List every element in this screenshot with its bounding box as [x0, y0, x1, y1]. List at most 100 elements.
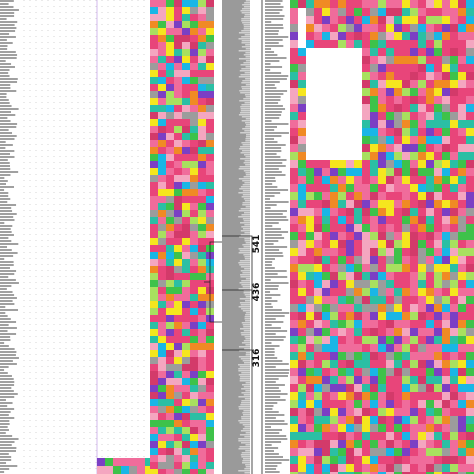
- residue-cell: [458, 344, 466, 352]
- residue-cell: [418, 88, 426, 96]
- residue-cell: [362, 416, 370, 424]
- residue-cell: [150, 63, 158, 70]
- residue-cell: [402, 96, 410, 104]
- residue-cell: [314, 416, 322, 424]
- bar: [0, 75, 10, 77]
- profile-notch: [244, 318, 250, 320]
- residue-cell: [206, 455, 214, 462]
- residue-cell: [166, 441, 174, 448]
- residue-cell: [166, 203, 174, 210]
- residue-cell: [182, 182, 190, 189]
- residue-cell: [458, 64, 466, 72]
- residue-cell: [298, 128, 306, 136]
- residue-cell: [306, 208, 314, 216]
- residue-cell: [190, 126, 198, 133]
- residue-cell: [426, 368, 434, 376]
- bar: [265, 300, 278, 302]
- residue-cell: [442, 336, 450, 344]
- residue-cell: [174, 245, 182, 252]
- residue-cell: [466, 56, 474, 64]
- residue-cell: [338, 280, 346, 288]
- bar: [265, 453, 279, 455]
- residue-cell: [458, 272, 466, 280]
- residue-cell: [150, 210, 158, 217]
- residue-cell: [354, 104, 362, 112]
- residue-cell: [314, 152, 322, 160]
- residue-cell: [370, 208, 378, 216]
- residue-cell: [362, 344, 370, 352]
- residue-cell: [386, 208, 394, 216]
- residue-cell: [370, 288, 378, 296]
- residue-cell: [198, 147, 206, 154]
- profile-notch: [242, 4, 250, 6]
- residue-cell: [182, 238, 190, 245]
- residue-cell: [150, 343, 158, 350]
- residue-cell: [174, 329, 182, 336]
- bar: [0, 66, 15, 68]
- residue-cell: [418, 152, 426, 160]
- residue-cell: [206, 112, 214, 119]
- residue-cell: [442, 288, 450, 296]
- residue-cell: [402, 384, 410, 392]
- residue-cell: [198, 455, 206, 462]
- residue-cell: [378, 144, 386, 152]
- residue-cell: [158, 217, 166, 224]
- residue-cell: [314, 400, 322, 408]
- bar: [265, 429, 283, 431]
- bar: [0, 420, 10, 422]
- residue-cell: [190, 161, 198, 168]
- residue-cell: [306, 152, 314, 160]
- residue-cell: [354, 456, 362, 464]
- residue-cell: [298, 192, 306, 200]
- residue-cell: [182, 469, 190, 474]
- residue-cell: [362, 448, 370, 456]
- profile-notch: [239, 434, 250, 436]
- residue-cell: [394, 336, 402, 344]
- residue-cell: [426, 464, 434, 472]
- residue-cell: [418, 168, 426, 176]
- profile-notch: [238, 420, 250, 422]
- bar: [0, 456, 12, 458]
- residue-cell: [386, 320, 394, 328]
- residue-cell: [418, 304, 426, 312]
- residue-cell: [338, 256, 346, 264]
- residue-cell: [298, 440, 306, 448]
- residue-cell: [394, 424, 402, 432]
- bar: [265, 213, 283, 215]
- residue-cell: [198, 161, 206, 168]
- residue-cell: [322, 80, 330, 88]
- residue-cell: [330, 168, 338, 176]
- residue-cell: [198, 168, 206, 175]
- residue-cell: [190, 301, 198, 308]
- bar: [0, 147, 6, 149]
- residue-cell: [418, 192, 426, 200]
- residue-cell: [198, 0, 206, 7]
- residue-cell: [362, 392, 370, 400]
- residue-cell: [442, 0, 450, 8]
- profile-notch: [243, 330, 250, 332]
- residue-cell: [314, 432, 322, 440]
- residue-cell: [426, 320, 434, 328]
- residue-cell: [190, 252, 198, 259]
- residue-cell: [206, 210, 214, 217]
- residue-cell: [182, 455, 190, 462]
- residue-cell: [434, 64, 442, 72]
- residue-cell: [182, 98, 190, 105]
- residue-cell: [418, 128, 426, 136]
- residue-cell: [458, 336, 466, 344]
- profile-notch: [241, 30, 250, 32]
- residue-cell: [330, 288, 338, 296]
- residue-cell: [378, 160, 386, 168]
- bar: [265, 354, 275, 356]
- profile-notch: [240, 234, 250, 236]
- residue-cell: [442, 64, 450, 72]
- residue-cell: [198, 203, 206, 210]
- residue-cell: [394, 40, 402, 48]
- residue-cell: [458, 424, 466, 432]
- residue-cell: [346, 440, 354, 448]
- bar: [265, 129, 275, 131]
- residue-cell: [426, 408, 434, 416]
- bar: [0, 90, 17, 92]
- residue-cell: [298, 248, 306, 256]
- residue-cell: [370, 416, 378, 424]
